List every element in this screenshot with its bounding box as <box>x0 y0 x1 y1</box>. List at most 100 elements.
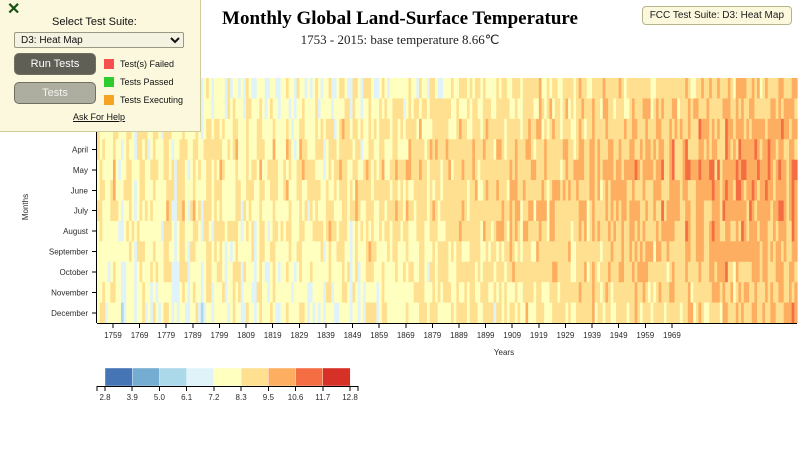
heatmap-cell[interactable] <box>509 180 513 201</box>
heatmap-cell[interactable] <box>171 261 175 283</box>
heatmap-cell[interactable] <box>706 220 710 242</box>
heatmap-cell[interactable] <box>685 261 689 283</box>
heatmap-cell[interactable] <box>597 98 601 120</box>
heatmap-cell[interactable] <box>363 220 367 242</box>
heatmap-cell[interactable] <box>730 220 734 242</box>
heatmap-cell[interactable] <box>480 139 484 161</box>
heatmap-cell[interactable] <box>738 118 742 140</box>
heatmap-cell[interactable] <box>104 261 109 283</box>
heatmap-cell[interactable] <box>419 220 423 242</box>
heatmap-cell[interactable] <box>458 302 463 324</box>
heatmap-cell[interactable] <box>419 159 423 181</box>
heatmap-cell[interactable] <box>767 78 771 99</box>
heatmap-cell[interactable] <box>264 78 268 99</box>
heatmap-cell[interactable] <box>714 282 718 303</box>
heatmap-cell[interactable] <box>746 139 750 161</box>
heatmap-cell[interactable] <box>695 98 700 120</box>
heatmap-cell[interactable] <box>695 241 700 263</box>
heatmap-cell[interactable] <box>256 261 260 283</box>
heatmap-cell[interactable] <box>629 118 633 140</box>
heatmap-cell[interactable] <box>373 98 378 120</box>
heatmap-cell[interactable] <box>472 261 476 283</box>
heatmap-cell[interactable] <box>759 159 763 181</box>
heatmap-cell[interactable] <box>474 180 479 201</box>
heatmap-cell[interactable] <box>597 139 601 161</box>
heatmap-cell[interactable] <box>288 261 292 283</box>
heatmap-cell[interactable] <box>344 302 348 324</box>
heatmap-cell[interactable] <box>411 200 415 222</box>
heatmap-cell[interactable] <box>139 159 143 181</box>
heatmap-cell[interactable] <box>219 302 223 324</box>
heatmap-cell[interactable] <box>182 200 186 222</box>
heatmap-cell[interactable] <box>373 139 378 161</box>
heatmap-cell[interactable] <box>701 220 705 242</box>
heatmap-cell[interactable] <box>682 118 686 140</box>
heatmap-cell[interactable] <box>608 139 612 161</box>
heatmap-cell[interactable] <box>395 302 399 324</box>
heatmap-cell[interactable] <box>432 261 436 283</box>
heatmap-cell[interactable] <box>192 200 197 222</box>
heatmap-cell[interactable] <box>613 78 617 99</box>
heatmap-cell[interactable] <box>613 241 617 263</box>
heatmap-cell[interactable] <box>775 302 779 324</box>
heatmap-cell[interactable] <box>120 139 125 161</box>
heatmap-cell[interactable] <box>352 180 356 201</box>
heatmap-cell[interactable] <box>490 282 495 303</box>
heatmap-cell[interactable] <box>741 139 745 161</box>
heatmap-cell[interactable] <box>658 241 662 263</box>
heatmap-cell[interactable] <box>562 261 567 283</box>
heatmap-cell[interactable] <box>152 261 157 283</box>
heatmap-cell[interactable] <box>621 302 625 324</box>
heatmap-cell[interactable] <box>413 200 417 222</box>
heatmap-cell[interactable] <box>360 282 364 303</box>
heatmap-cell[interactable] <box>235 78 239 99</box>
heatmap-cell[interactable] <box>448 261 452 283</box>
heatmap-cell[interactable] <box>352 78 356 99</box>
heatmap-cell[interactable] <box>600 241 604 263</box>
heatmap-cell[interactable] <box>568 118 572 140</box>
heatmap-cell[interactable] <box>360 98 364 120</box>
heatmap-cell[interactable] <box>645 261 649 283</box>
heatmap-cell[interactable] <box>600 302 604 324</box>
test-suite-select[interactable]: D3: Heat Map <box>14 32 184 48</box>
heatmap-cell[interactable] <box>783 220 787 242</box>
heatmap-cell[interactable] <box>123 200 127 222</box>
heatmap-cell[interactable] <box>352 139 356 161</box>
heatmap-cell[interactable] <box>280 220 284 242</box>
heatmap-cell[interactable] <box>405 180 410 201</box>
heatmap-cell[interactable] <box>655 98 660 120</box>
heatmap-cell[interactable] <box>639 261 644 283</box>
heatmap-cell[interactable] <box>557 302 561 324</box>
heatmap-cell[interactable] <box>528 180 532 201</box>
heatmap-cell[interactable] <box>264 159 268 181</box>
heatmap-cell[interactable] <box>296 98 300 120</box>
heatmap-cell[interactable] <box>647 118 652 140</box>
heatmap-cell[interactable] <box>110 200 114 222</box>
heatmap-cell[interactable] <box>408 78 412 99</box>
heatmap-cell[interactable] <box>371 139 375 161</box>
heatmap-cell[interactable] <box>176 200 181 222</box>
heatmap-cell[interactable] <box>112 241 117 263</box>
heatmap-cell[interactable] <box>690 261 694 283</box>
heatmap-cell[interactable] <box>174 302 178 324</box>
heatmap-cell[interactable] <box>238 78 242 99</box>
heatmap-cell[interactable] <box>701 78 705 99</box>
heatmap-cell[interactable] <box>602 241 606 263</box>
heatmap-cell[interactable] <box>222 261 226 283</box>
heatmap-cell[interactable] <box>379 261 383 283</box>
heatmap-cell[interactable] <box>488 159 492 181</box>
heatmap-cell[interactable] <box>464 180 468 201</box>
heatmap-cell[interactable] <box>552 200 556 222</box>
heatmap-cell[interactable] <box>174 139 178 161</box>
heatmap-cell[interactable] <box>709 302 713 324</box>
heatmap-cell[interactable] <box>498 180 503 201</box>
heatmap-cell[interactable] <box>714 118 718 140</box>
heatmap-cell[interactable] <box>493 98 497 120</box>
heatmap-cell[interactable] <box>440 302 444 324</box>
heatmap-cell[interactable] <box>618 241 622 263</box>
heatmap-cell[interactable] <box>738 159 742 181</box>
heatmap-cell[interactable] <box>128 220 133 242</box>
heatmap-cell[interactable] <box>301 118 306 140</box>
heatmap-cell[interactable] <box>110 159 114 181</box>
heatmap-cell[interactable] <box>701 261 705 283</box>
